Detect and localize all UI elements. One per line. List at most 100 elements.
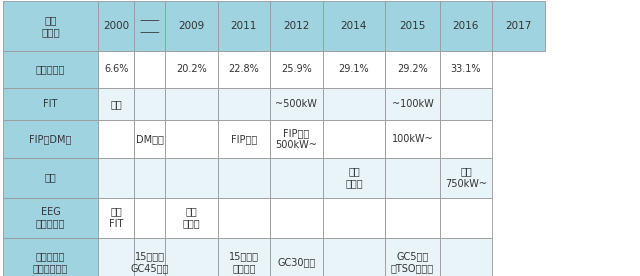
Text: 100kW~: 100kW~	[392, 134, 433, 144]
Text: 29.2%: 29.2%	[397, 64, 428, 74]
Text: 創設: 創設	[110, 99, 122, 109]
Bar	[323, 51, 385, 88]
Bar	[440, 88, 492, 120]
Text: 33.1%: 33.1%	[451, 64, 481, 74]
Bar	[165, 238, 218, 276]
Bar	[134, 158, 165, 198]
Bar	[440, 238, 492, 276]
Bar	[218, 198, 270, 238]
Bar	[323, 120, 385, 158]
Text: 20.2%: 20.2%	[176, 64, 207, 74]
Bar	[270, 238, 323, 276]
Bar	[270, 1, 323, 51]
Text: GC30分前: GC30分前	[277, 257, 316, 267]
Bar	[218, 158, 270, 198]
Bar	[98, 1, 134, 51]
Bar	[385, 158, 440, 198]
Bar	[218, 238, 270, 276]
Text: FIP選択: FIP選択	[230, 134, 257, 144]
Bar	[218, 1, 270, 51]
Text: 6.6%: 6.6%	[104, 64, 129, 74]
Text: ~500kW: ~500kW	[275, 99, 317, 109]
Text: 15分商品
（入札）: 15分商品 （入札）	[229, 251, 259, 273]
Bar	[218, 51, 270, 88]
Bar	[165, 120, 218, 158]
Bar	[323, 198, 385, 238]
Bar	[3, 198, 98, 238]
Bar	[98, 198, 134, 238]
Text: 年度
／項目: 年度 ／項目	[41, 15, 60, 37]
Bar	[270, 198, 323, 238]
Text: FIP（DM）: FIP（DM）	[29, 134, 72, 144]
Text: 2017: 2017	[505, 21, 532, 31]
Bar	[270, 158, 323, 198]
Text: FIP強制
500kW~: FIP強制 500kW~	[275, 128, 317, 150]
Bar	[323, 1, 385, 51]
Text: ~100kW: ~100kW	[392, 99, 433, 109]
Bar	[98, 88, 134, 120]
Bar	[270, 88, 323, 120]
Bar	[165, 158, 218, 198]
Bar	[218, 120, 270, 158]
Text: 2016: 2016	[452, 21, 479, 31]
Bar	[134, 198, 165, 238]
Bar	[440, 51, 492, 88]
Text: 22.8%: 22.8%	[228, 64, 259, 74]
Text: 実証
太陽光: 実証 太陽光	[345, 167, 363, 189]
Bar	[165, 198, 218, 238]
Text: 2015: 2015	[399, 21, 426, 31]
Bar	[385, 88, 440, 120]
Bar	[98, 158, 134, 198]
Text: EEG
優先接続等: EEG 優先接続等	[36, 207, 65, 229]
Text: ——
——: —— ——	[140, 15, 160, 37]
Bar	[3, 238, 98, 276]
Text: 2009: 2009	[178, 21, 205, 31]
Bar	[440, 120, 492, 158]
Bar	[270, 120, 323, 158]
Bar	[134, 238, 165, 276]
Bar	[385, 198, 440, 238]
Bar	[440, 198, 492, 238]
Bar	[385, 120, 440, 158]
Text: 2000: 2000	[103, 21, 129, 31]
Bar	[385, 51, 440, 88]
Text: 改正
優先性: 改正 優先性	[182, 207, 200, 229]
Text: 25.9%: 25.9%	[281, 64, 312, 74]
Bar	[134, 1, 165, 51]
Text: 2011: 2011	[230, 21, 257, 31]
Bar	[3, 1, 98, 51]
Text: 創設
FIT: 創設 FIT	[109, 207, 124, 229]
Bar	[323, 158, 385, 198]
Text: 29.1%: 29.1%	[339, 64, 369, 74]
Text: DM選択: DM選択	[136, 134, 164, 144]
Text: 15分商品
GC45分前: 15分商品 GC45分前	[131, 251, 169, 273]
Bar	[440, 158, 492, 198]
Bar	[270, 51, 323, 88]
Bar	[98, 238, 134, 276]
Bar	[3, 51, 98, 88]
Bar	[165, 1, 218, 51]
Text: 再エネ比率: 再エネ比率	[36, 64, 65, 74]
Text: 2012: 2012	[283, 21, 310, 31]
Bar	[323, 238, 385, 276]
Bar	[3, 120, 98, 158]
Bar	[98, 51, 134, 88]
Text: 入札: 入札	[45, 172, 56, 183]
Bar	[492, 1, 545, 51]
Text: 卸市場革新
（当日市場）: 卸市場革新 （当日市場）	[33, 251, 68, 273]
Bar	[3, 88, 98, 120]
Bar	[323, 88, 385, 120]
Bar	[134, 88, 165, 120]
Bar	[440, 1, 492, 51]
Bar	[165, 88, 218, 120]
Bar	[385, 1, 440, 51]
Text: 2014: 2014	[340, 21, 367, 31]
Text: FIT: FIT	[44, 99, 58, 109]
Bar	[3, 158, 98, 198]
Bar	[165, 51, 218, 88]
Bar	[134, 51, 165, 88]
Bar	[134, 120, 165, 158]
Bar	[98, 120, 134, 158]
Text: 開始
750kW~: 開始 750kW~	[445, 167, 487, 189]
Bar	[385, 238, 440, 276]
